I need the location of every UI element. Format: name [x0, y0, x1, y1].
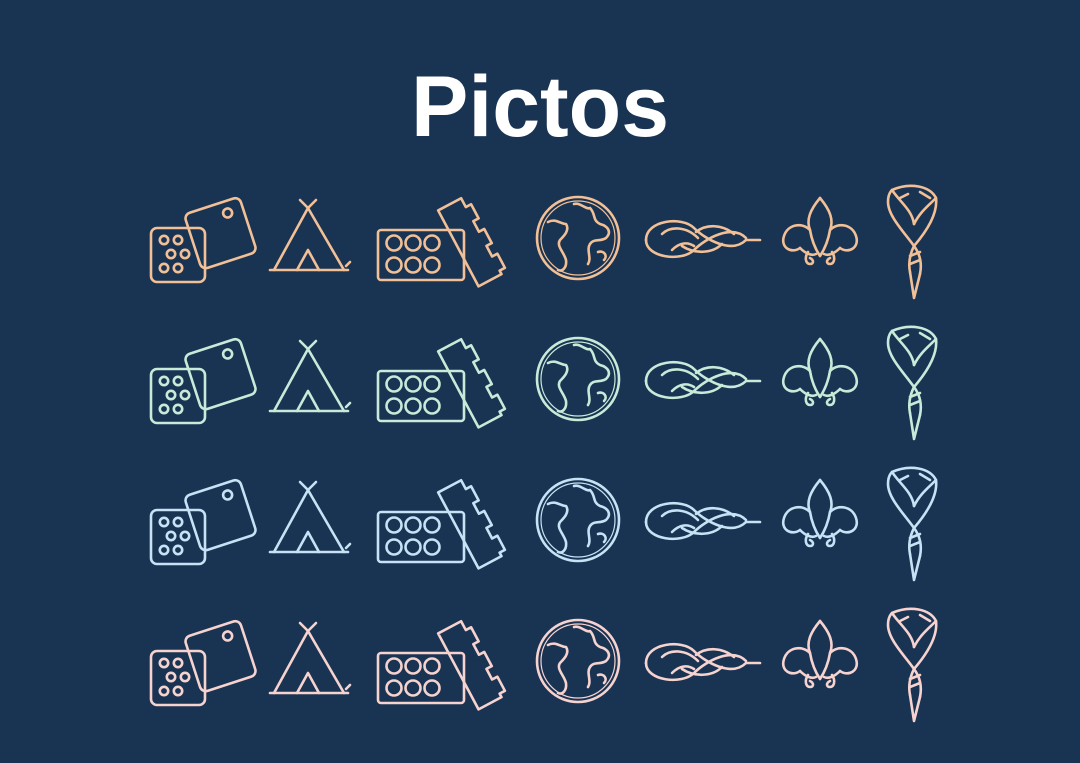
globe-icon: [534, 180, 626, 310]
knot-icon: [642, 603, 766, 733]
scarf-woggle-icon: [880, 180, 946, 310]
building-bricks-icon: [372, 321, 512, 451]
knot-icon: [642, 321, 766, 451]
dice-icon: [138, 462, 257, 592]
building-bricks-icon: [372, 180, 512, 310]
fleur-de-lis-icon: [776, 180, 866, 310]
tipi-icon: [266, 462, 356, 592]
fleur-de-lis-icon: [776, 462, 866, 592]
icon-row-mint: [138, 321, 948, 462]
tipi-icon: [266, 321, 356, 451]
dice-icon: [138, 321, 257, 451]
globe-icon: [534, 462, 626, 592]
icon-grid: [138, 180, 948, 744]
page-title: Pictos: [410, 59, 670, 155]
globe-icon: [534, 603, 626, 733]
tipi-icon: [266, 603, 356, 733]
dice-icon: [138, 603, 257, 733]
icon-row-light-blue: [138, 462, 948, 603]
scarf-woggle-icon: [880, 321, 946, 451]
knot-icon: [642, 462, 766, 592]
tipi-icon: [266, 180, 356, 310]
dice-icon: [138, 180, 257, 310]
scarf-woggle-icon: [880, 462, 946, 592]
icon-row-pink: [138, 603, 948, 744]
knot-icon: [642, 180, 766, 310]
fleur-de-lis-icon: [776, 603, 866, 733]
icon-row-orange: [138, 180, 948, 321]
scarf-woggle-icon: [880, 603, 946, 733]
globe-icon: [534, 321, 626, 451]
building-bricks-icon: [372, 603, 512, 733]
building-bricks-icon: [372, 462, 512, 592]
fleur-de-lis-icon: [776, 321, 866, 451]
